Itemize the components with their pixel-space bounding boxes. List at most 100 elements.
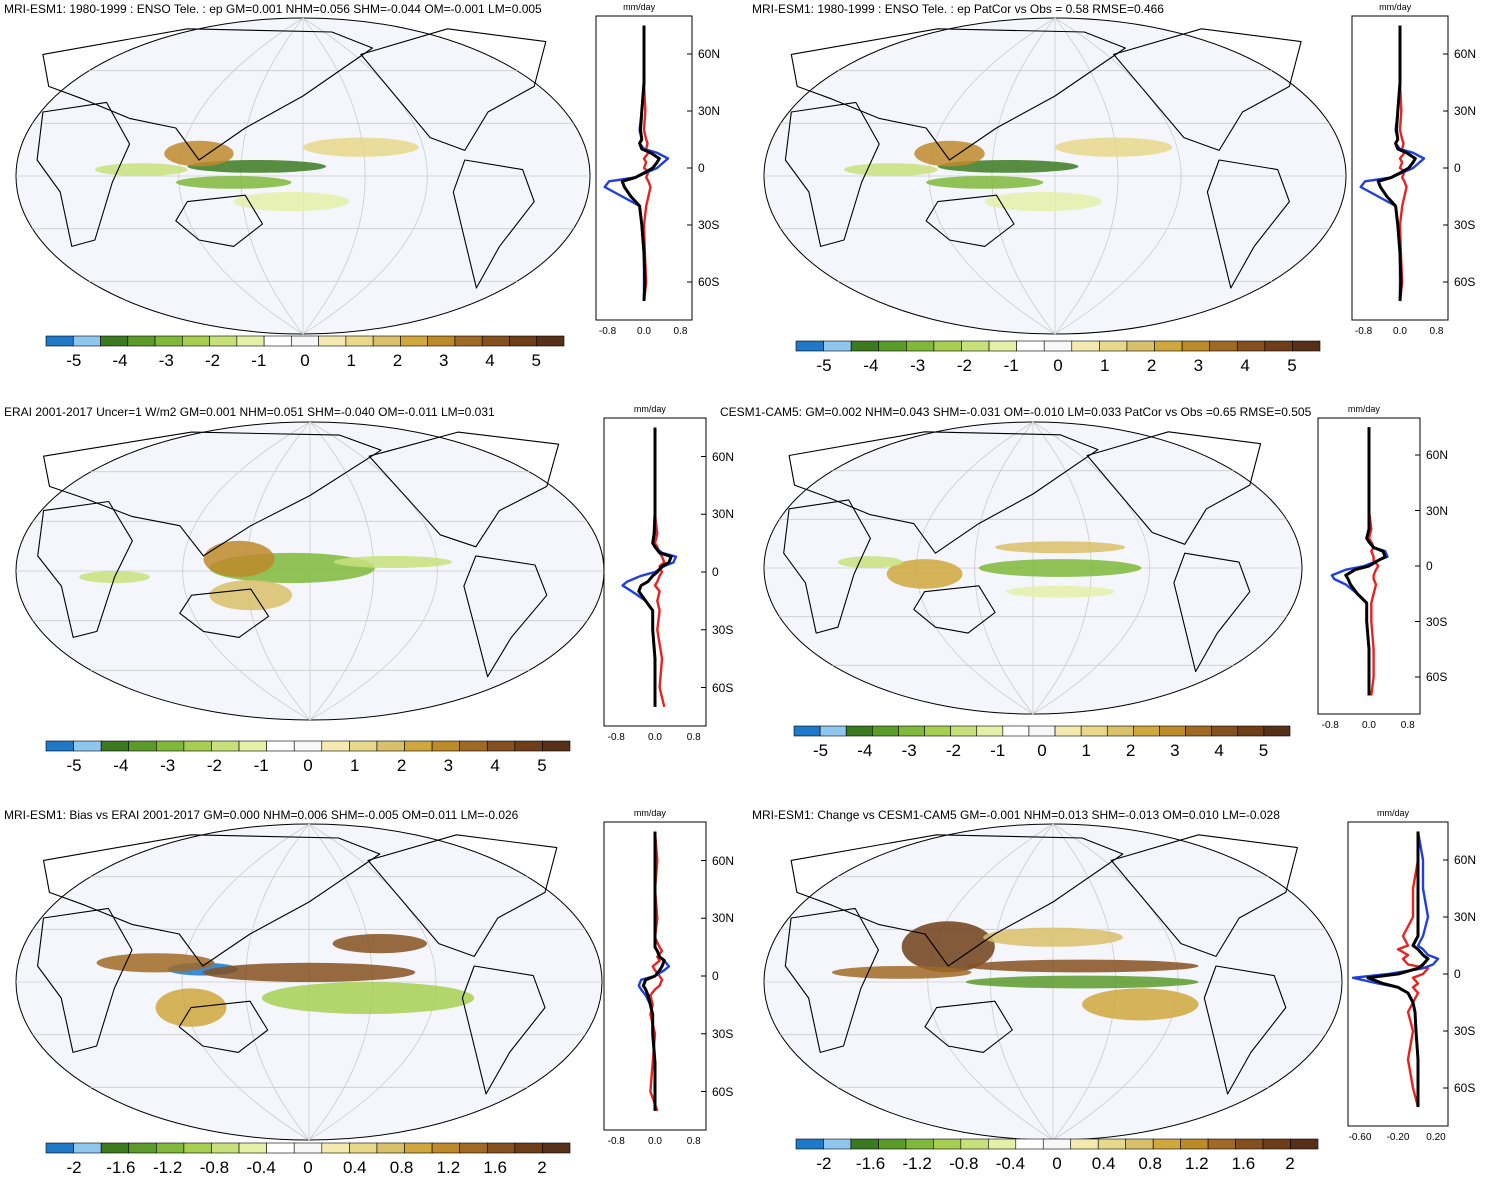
anomaly-region [209,580,293,611]
x-tick-label: -0.20 [1386,1132,1410,1143]
colorbar-swatch [823,340,852,352]
profile-units-label: mm/day [1376,808,1410,818]
anomaly-region [984,192,1102,212]
colorbar-label: -3 [901,741,917,760]
colorbar-swatch [976,725,1004,737]
lat-tick-label: 0 [1426,559,1433,573]
x-tick-label: 0.0 [1393,326,1407,337]
anomaly-region [332,934,427,954]
colorbar-label: -4 [857,741,873,760]
colorbar-label: -3 [160,756,176,775]
colorbar-swatch [1154,340,1183,352]
colorbar-label: -0.8 [199,1158,230,1177]
colorbar-swatch [845,725,873,737]
lat-tick-label: 60N [712,853,735,868]
colorbar-swatch [1209,340,1238,352]
eurasia-outline [42,28,373,161]
colorbar-swatch [1235,1138,1264,1150]
series-ref-line [621,427,678,707]
lat-tick-label: 60N [1454,47,1477,61]
africa-outline [37,500,133,638]
colorbar-label: -1 [251,351,267,370]
anomaly-region [886,559,963,589]
colorbar-label: 3 [1170,741,1180,760]
colorbar-swatch [431,1142,460,1154]
africa-outline [784,101,880,247]
colorbar-label: 3 [1193,356,1204,375]
colorbar-swatch [45,335,74,347]
colorbar-swatch [961,340,990,352]
zonal-mean-profile [1317,417,1421,715]
x-tick-label: 0.0 [648,732,662,743]
colorbar-label: 0.4 [342,1158,367,1177]
colorbar-label: 5 [1287,356,1297,375]
eurasia-outline [790,834,1124,967]
australia-outline [178,1000,269,1053]
anomaly-region [202,962,416,982]
colorbar-label: -1.6 [855,1154,886,1173]
colorbar-swatch [1054,725,1082,737]
lat-tick-label: 60N [1454,853,1477,867]
colorbar-swatch [372,335,401,347]
colorbar-swatch [988,340,1017,352]
anomaly-region [261,982,475,1014]
colorbar-swatch [376,740,405,752]
series-model-line [641,831,666,1111]
colorbar-swatch [318,335,347,347]
colorbar-swatch [542,740,571,752]
colorbar-label: 0 [1037,741,1047,760]
lat-tick-label: 30S [1426,614,1448,629]
eurasia-outline [788,431,1099,554]
colorbar-swatch [898,725,925,737]
lat-tick-label: 30S [1454,218,1476,232]
colorbar-swatch [486,740,516,752]
colorbar-swatch [509,335,538,347]
colorbar-swatch [127,335,156,347]
lat-tick-label: 60N [1426,448,1449,462]
colorbar [795,340,1321,352]
colorbar-label: 0 [303,1158,313,1177]
colorbar-swatch [454,335,483,347]
colorbar-label: 2 [392,351,403,370]
lat-tick-label: 0 [698,161,705,175]
x-tick-label: 0.8 [1400,720,1415,731]
colorbar-swatch [427,335,456,347]
anomaly-region [1005,585,1115,598]
colorbar-label: -5 [813,741,829,760]
colorbar-swatch [1207,1138,1236,1150]
colorbar-label: -1.2 [902,1154,932,1173]
colorbar-label: 2 [396,756,407,775]
colorbar-swatch [486,1142,516,1154]
colorbar-swatch [514,740,543,752]
colorbar-swatch [349,740,378,752]
eurasia-outline [790,28,1126,161]
africa-outline [36,101,131,247]
colorbar [45,740,571,752]
anomaly-region [844,163,938,177]
series-model-line [1366,831,1430,1107]
colorbar-swatch [73,740,102,752]
series-ref-line [1359,25,1426,301]
colorbar-swatch [1133,725,1160,737]
colorbar-label: 0 [300,351,310,370]
colorbar-swatch [950,725,978,737]
colorbar-swatch [431,740,460,752]
colorbar-swatch [1002,725,1030,737]
south-america-outline [1203,965,1287,1095]
series-model-line [637,427,673,707]
world-map [763,421,1303,715]
colorbar-label: 0 [303,756,313,775]
colorbar-label: -1 [990,741,1006,760]
south-america-outline [461,965,546,1095]
south-america-outline [463,555,548,678]
colorbar-swatch [182,335,210,347]
series-model-line [1376,25,1417,302]
anomaly-region [926,176,1044,189]
colorbar-swatch [795,1138,824,1150]
colorbar-swatch [400,335,428,347]
anomaly-region [175,176,292,189]
north-america-outline [1086,431,1262,545]
colorbar-swatch [459,1142,488,1154]
panel-title: MRI-ESM1: 1980-1999 : ENSO Tele. : ep Pa… [752,2,1164,16]
colorbar-label: -3 [910,356,926,375]
